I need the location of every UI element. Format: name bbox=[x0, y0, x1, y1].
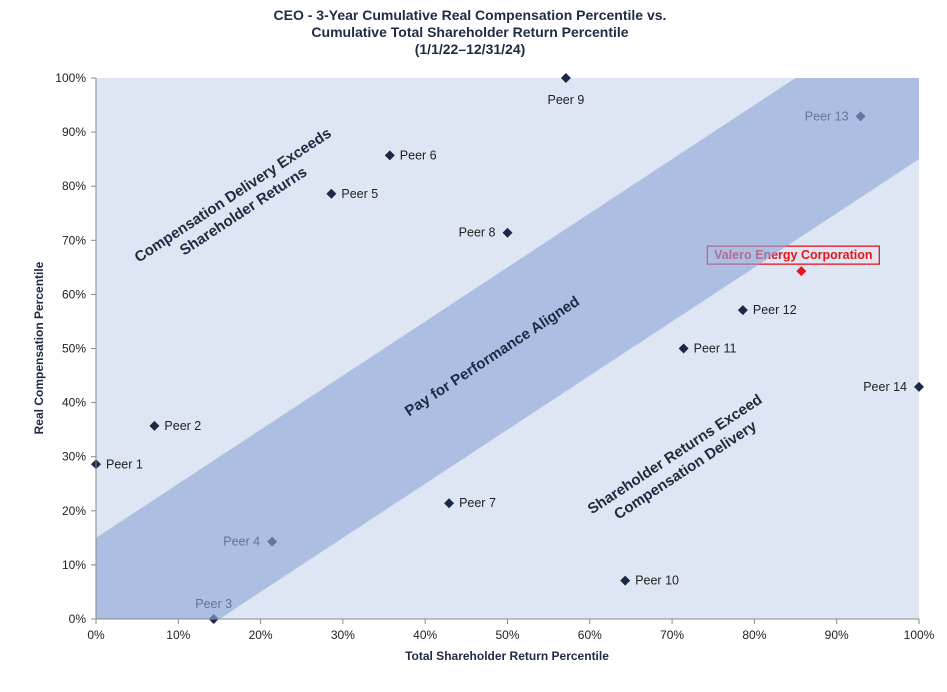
point-marker-5 bbox=[326, 188, 337, 199]
x-tick-label: 90% bbox=[825, 628, 849, 642]
point-label: Peer 9 bbox=[548, 93, 585, 107]
point-label: Peer 5 bbox=[341, 187, 378, 201]
point-label: Peer 7 bbox=[459, 496, 496, 510]
x-tick-label: 50% bbox=[495, 628, 519, 642]
y-tick-label: 30% bbox=[62, 450, 86, 464]
point-marker-10 bbox=[620, 575, 631, 586]
point-label: Peer 10 bbox=[635, 574, 679, 588]
point-label: Peer 14 bbox=[863, 380, 907, 394]
y-tick-label: 40% bbox=[62, 396, 86, 410]
x-tick-label: 10% bbox=[166, 628, 190, 642]
y-tick-label: 90% bbox=[62, 125, 86, 139]
point-label: Peer 11 bbox=[694, 342, 737, 356]
y-tick-label: 0% bbox=[69, 612, 87, 626]
chart-title-line-2: Cumulative Total Shareholder Return Perc… bbox=[311, 24, 628, 40]
point-label: Peer 1 bbox=[106, 457, 143, 471]
x-tick-label: 40% bbox=[413, 628, 437, 642]
point-marker-6 bbox=[384, 150, 395, 161]
point-marker-15 bbox=[796, 266, 807, 277]
x-tick-label: 0% bbox=[87, 628, 105, 642]
y-tick-label: 80% bbox=[62, 179, 86, 193]
y-tick-label: 100% bbox=[55, 71, 86, 85]
chart-title-line-1: CEO - 3-Year Cumulative Real Compensatio… bbox=[274, 7, 667, 23]
y-tick-label: 10% bbox=[62, 558, 86, 572]
point-marker-2 bbox=[149, 420, 160, 431]
x-tick-label: 30% bbox=[331, 628, 355, 642]
point-label: Peer 8 bbox=[459, 226, 496, 240]
point-marker-14 bbox=[914, 381, 924, 392]
point-label: Peer 2 bbox=[164, 419, 201, 433]
point-marker-9 bbox=[560, 73, 571, 83]
x-tick-label: 80% bbox=[742, 628, 766, 642]
point-marker-7 bbox=[444, 498, 455, 509]
x-tick-label: 100% bbox=[904, 628, 935, 642]
point-marker-11 bbox=[678, 343, 689, 354]
x-tick-label: 20% bbox=[249, 628, 273, 642]
x-axis-label: Total Shareholder Return Percentile bbox=[405, 649, 609, 663]
pay-for-performance-band bbox=[96, 78, 919, 619]
point-label: Peer 12 bbox=[753, 303, 797, 317]
y-tick-label: 50% bbox=[62, 342, 86, 356]
x-tick-label: 70% bbox=[660, 628, 684, 642]
point-marker-8 bbox=[502, 227, 513, 238]
y-axis-label: Real Compensation Percentile bbox=[32, 261, 46, 434]
point-marker-12 bbox=[737, 305, 748, 316]
y-tick-label: 20% bbox=[62, 504, 86, 518]
point-label: Peer 6 bbox=[400, 148, 437, 162]
chart-title-line-3: (1/1/22–12/31/24) bbox=[415, 41, 526, 57]
x-tick-label: 60% bbox=[578, 628, 602, 642]
y-tick-label: 70% bbox=[62, 233, 86, 247]
y-tick-label: 60% bbox=[62, 287, 86, 301]
